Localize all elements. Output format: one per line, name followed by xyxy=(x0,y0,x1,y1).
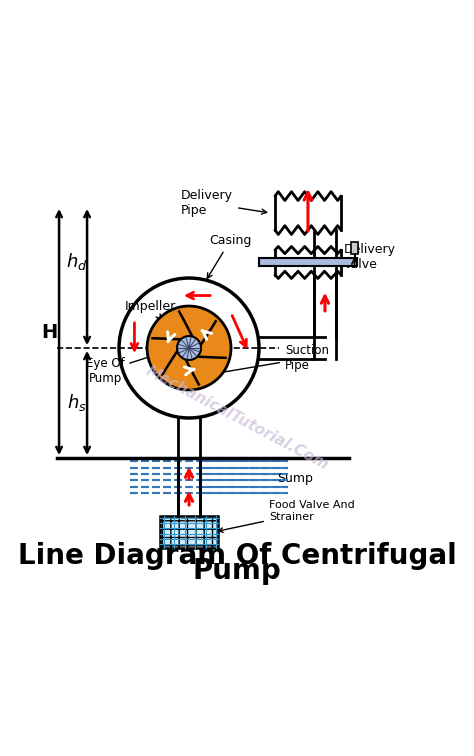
Text: Pump: Pump xyxy=(192,556,282,584)
Text: Line Diagram Of Centrifugal: Line Diagram Of Centrifugal xyxy=(18,542,456,570)
Circle shape xyxy=(177,336,201,360)
Circle shape xyxy=(147,306,231,390)
Text: MechanicalTutorial.Com: MechanicalTutorial.Com xyxy=(143,364,331,472)
Text: Delivery
Pipe: Delivery Pipe xyxy=(181,189,267,217)
Text: Eye Of
Pump: Eye Of Pump xyxy=(86,349,173,385)
Bar xyxy=(351,243,358,254)
Text: $h_s$: $h_s$ xyxy=(67,392,87,414)
Text: Casing: Casing xyxy=(207,234,251,278)
Text: Delivery
Valve: Delivery Valve xyxy=(344,243,396,271)
Text: Suction
Pipe: Suction Pipe xyxy=(204,344,329,376)
Bar xyxy=(160,516,218,548)
Bar xyxy=(259,259,357,265)
Text: Food Valve And
Strainer: Food Valve And Strainer xyxy=(219,500,355,532)
Text: H: H xyxy=(41,323,57,342)
Text: Sump: Sump xyxy=(277,472,313,485)
Text: Impeller: Impeller xyxy=(125,299,176,320)
Text: $h_d$: $h_d$ xyxy=(66,250,88,271)
